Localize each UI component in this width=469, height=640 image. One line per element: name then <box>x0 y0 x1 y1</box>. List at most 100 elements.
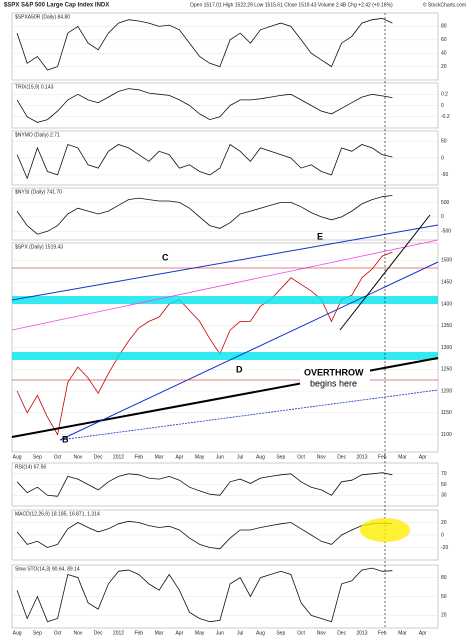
note-box <box>300 366 370 390</box>
y-tick-label: 80 <box>441 24 447 30</box>
y-tick-label: 50 <box>441 594 447 600</box>
x-tick-label: Sep <box>33 454 42 460</box>
x-tick-label: Nov <box>73 454 82 460</box>
x-tick-label: Jun <box>216 454 224 460</box>
panel-label: $NYMO (Daily) 2.71 <box>15 132 60 138</box>
x-tick-label: Feb <box>378 454 387 460</box>
x-tick-label: Apr <box>419 630 427 636</box>
trendline <box>11 239 439 331</box>
x-tick-label: Sep <box>276 630 285 636</box>
support-band <box>12 352 438 360</box>
trendline <box>11 224 439 301</box>
y-tick-label: -50 <box>441 172 448 178</box>
label-d: D <box>236 364 243 374</box>
panel-label: TRIX(15,9) 0.143 <box>15 84 54 90</box>
y-tick-label: 0.2 <box>441 92 448 98</box>
series-line <box>16 195 393 235</box>
x-tick-label: 2012 <box>113 630 124 636</box>
x-tick-label: May <box>195 454 205 460</box>
x-tick-label: Aug <box>13 630 22 636</box>
x-tick-label: Dec <box>337 630 346 636</box>
note-title: OVERTHROW <box>304 367 364 377</box>
y-tick-label: 60 <box>441 37 447 43</box>
panel-label: $NYSI (Daily) 741.70 <box>15 189 62 195</box>
x-tick-label: Apr <box>175 454 183 460</box>
series-line <box>16 567 393 623</box>
x-tick-label: Sep <box>33 630 42 636</box>
y-tick-label: 70 <box>441 471 447 477</box>
x-tick-label: Aug <box>256 630 265 636</box>
x-tick-label: Dec <box>337 454 346 460</box>
x-tick-label: Feb <box>378 630 387 636</box>
y-tick-label: 1300 <box>441 345 452 351</box>
x-tick-label: Nov <box>73 630 82 636</box>
x-tick-label: Mar <box>398 454 407 460</box>
y-tick-label: 0 <box>441 103 444 109</box>
trendlines <box>11 13 439 628</box>
panel-label: MACD(12,26,9) 18.185, 16.871, 1.314 <box>15 511 100 517</box>
x-tick-label: Apr <box>419 454 427 460</box>
y-tick-label: 0 <box>441 214 444 220</box>
y-tick-label: 1100 <box>441 432 452 438</box>
panel-label: $SPX (Daily) 1519.43 <box>15 244 63 250</box>
x-tick-label: Jun <box>216 630 224 636</box>
y-tick-label: 20 <box>441 613 447 619</box>
y-tick-label: 40 <box>441 51 447 57</box>
y-tick-label: 20 <box>441 520 447 526</box>
label-b: B <box>62 434 69 444</box>
x-tick-label: 2013 <box>356 630 367 636</box>
panel-label: Slow STO(14,3) 90.64, 89.14 <box>15 566 80 572</box>
series-line <box>16 520 393 550</box>
y-tick-label: 1250 <box>441 367 452 373</box>
x-tick-label: Jul <box>237 630 243 636</box>
support-band <box>12 296 438 304</box>
panel <box>11 187 439 241</box>
x-tick-label: Feb <box>134 454 143 460</box>
y-tick-label: 20 <box>441 64 447 70</box>
x-tick-label: Jul <box>237 454 243 460</box>
y-tick-label: 1200 <box>441 388 452 394</box>
y-tick-label: 0 <box>441 155 444 161</box>
trendline <box>59 389 439 441</box>
x-tick-label: Aug <box>13 454 22 460</box>
x-tick-label: Mar <box>155 630 164 636</box>
y-tick-label: 1150 <box>441 410 452 416</box>
y-tick-label: 50 <box>441 482 447 488</box>
x-tick-label: Feb <box>134 630 143 636</box>
y-tick-label: -500 <box>441 229 451 235</box>
y-tick-label: 500 <box>441 200 450 206</box>
x-tick-label: Oct <box>297 630 305 636</box>
quote: Open 1517.01 High 1522.29 Low 1515.61 Cl… <box>190 2 393 8</box>
x-tick-label: Nov <box>317 454 326 460</box>
y-tick-label: 30 <box>441 493 447 499</box>
x-tick-label: Dec <box>94 630 103 636</box>
trendline <box>59 261 439 441</box>
series-line <box>16 251 393 436</box>
x-tick-label: Oct <box>54 454 62 460</box>
y-tick-label: 1500 <box>441 258 452 264</box>
series-line <box>16 17 393 71</box>
series-line <box>16 472 393 497</box>
x-tick-label: Mar <box>155 454 164 460</box>
panel-label: RSI(14) 67.56 <box>15 464 46 470</box>
label-c: C <box>162 252 169 262</box>
x-tick-label: 2012 <box>113 454 124 460</box>
label-e: E <box>317 231 323 241</box>
y-tick-label: -20 <box>441 545 448 551</box>
series-line <box>16 88 393 123</box>
y-tick-label: 0 <box>441 532 444 538</box>
panel <box>11 12 439 81</box>
symbol: $SPX S&P 500 Large Cap Index INDX <box>4 3 109 9</box>
x-tick-label: Apr <box>175 630 183 636</box>
source: © StockCharts.com <box>423 1 466 8</box>
x-tick-label: May <box>195 630 205 636</box>
highlight <box>360 518 410 542</box>
x-tick-label: Dec <box>94 454 103 460</box>
y-tick-label: 50 <box>441 138 447 144</box>
series-line <box>16 143 393 180</box>
x-tick-label: Nov <box>317 630 326 636</box>
note-text: begins here <box>310 378 357 388</box>
y-tick-label: 1400 <box>441 301 452 307</box>
y-tick-label: 1350 <box>441 323 452 329</box>
